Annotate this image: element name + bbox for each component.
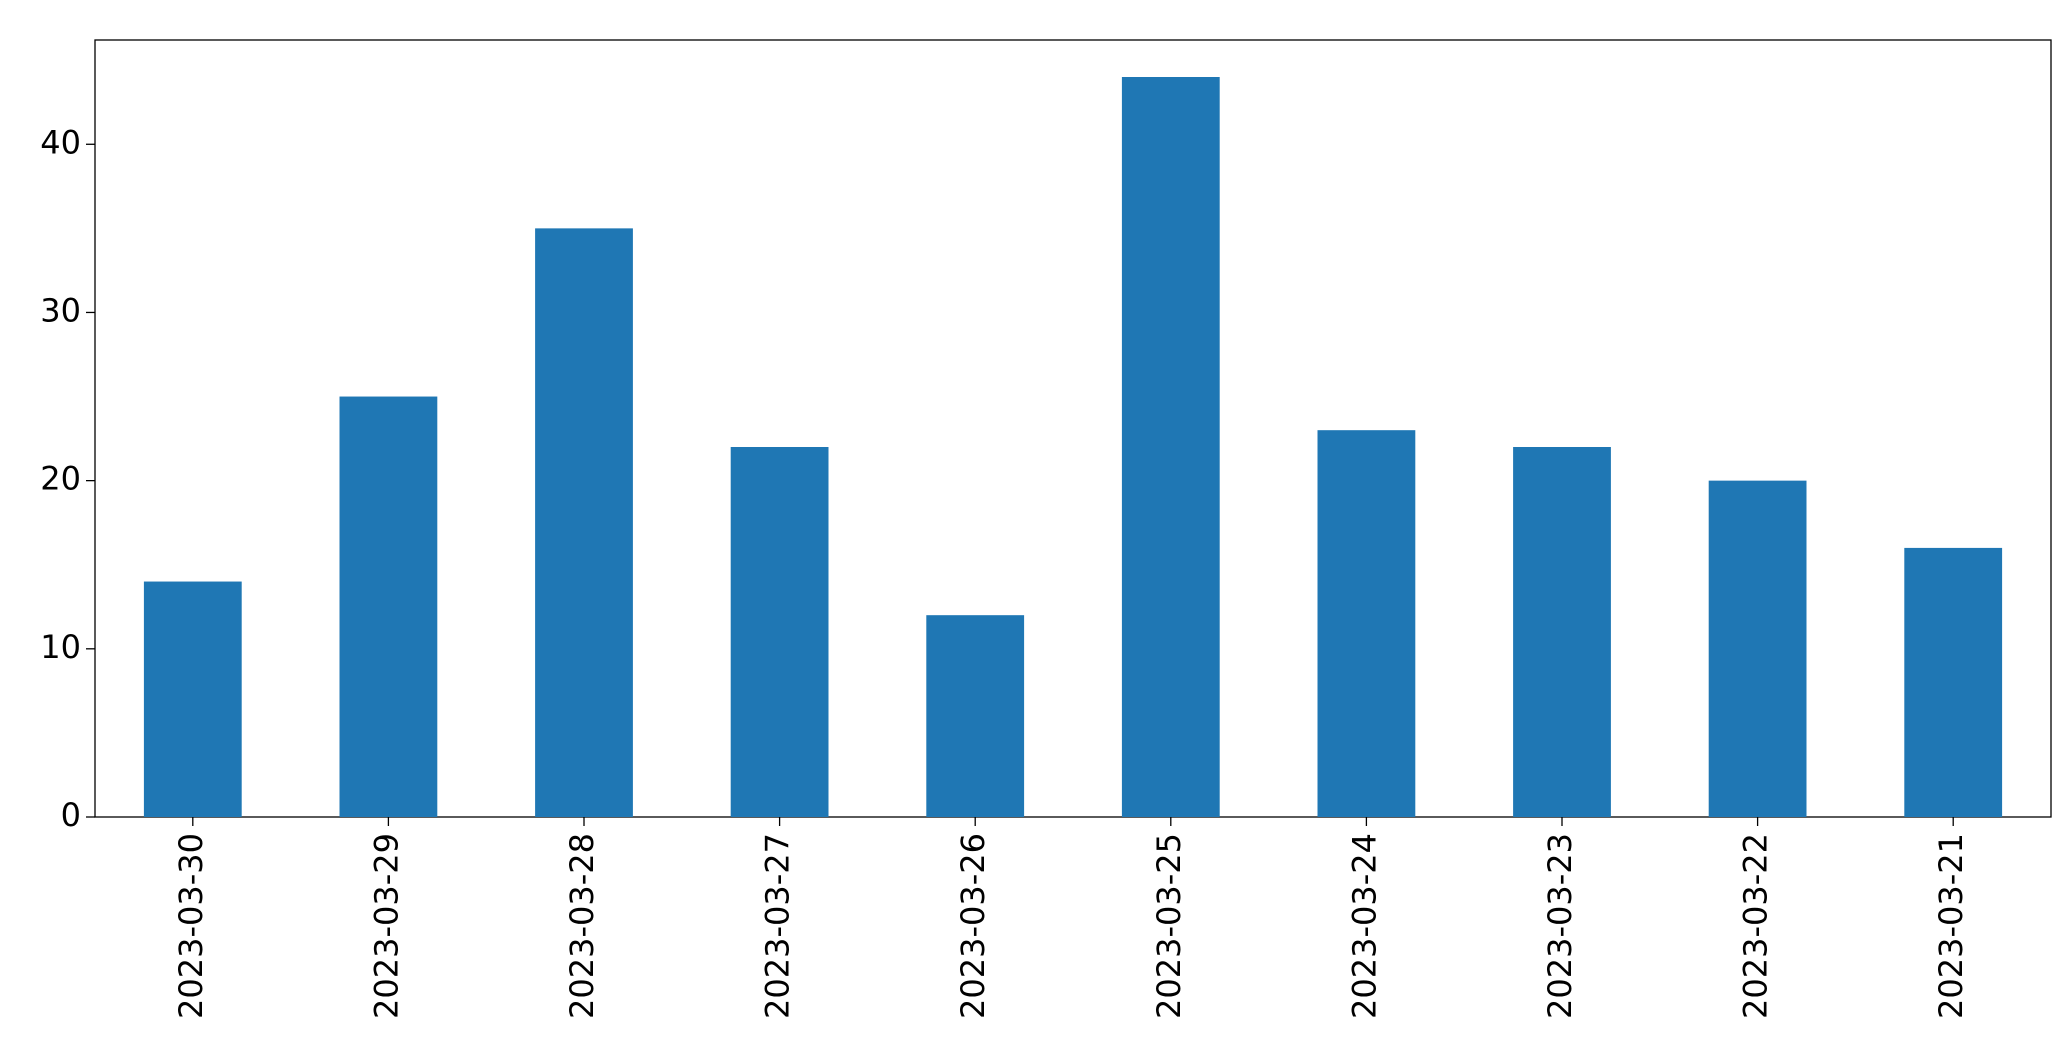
bar: [1904, 547, 2003, 817]
bar: [339, 396, 438, 817]
x-tick-label: 2023-03-21: [1932, 833, 1970, 1019]
x-tick-label: 2023-03-28: [563, 833, 601, 1019]
y-tick-label: 10: [40, 628, 81, 666]
x-tick-label: 2023-03-30: [172, 833, 210, 1019]
x-tick-label: 2023-03-27: [759, 833, 797, 1019]
y-tick-label: 30: [40, 291, 81, 329]
bar: [535, 228, 633, 817]
x-tick-label: 2023-03-26: [954, 833, 992, 1019]
bar: [730, 447, 829, 817]
x-tick-label: 2023-03-25: [1150, 833, 1188, 1019]
x-tick-label: 2023-03-29: [367, 833, 405, 1019]
y-tick-label: 0: [61, 796, 81, 834]
y-tick-label: 20: [40, 460, 81, 498]
bar: [926, 615, 1025, 817]
bar: [1121, 77, 1220, 817]
bar: [143, 581, 242, 817]
bar: [1513, 447, 1611, 817]
y-tick-label: 40: [40, 123, 81, 161]
plot-frame: [94, 39, 2052, 818]
x-tick-label: 2023-03-22: [1737, 833, 1775, 1019]
bar: [1317, 430, 1416, 817]
x-tick-label: 2023-03-24: [1345, 833, 1383, 1019]
bar: [1708, 480, 1807, 817]
x-tick-label: 2023-03-23: [1541, 833, 1579, 1019]
